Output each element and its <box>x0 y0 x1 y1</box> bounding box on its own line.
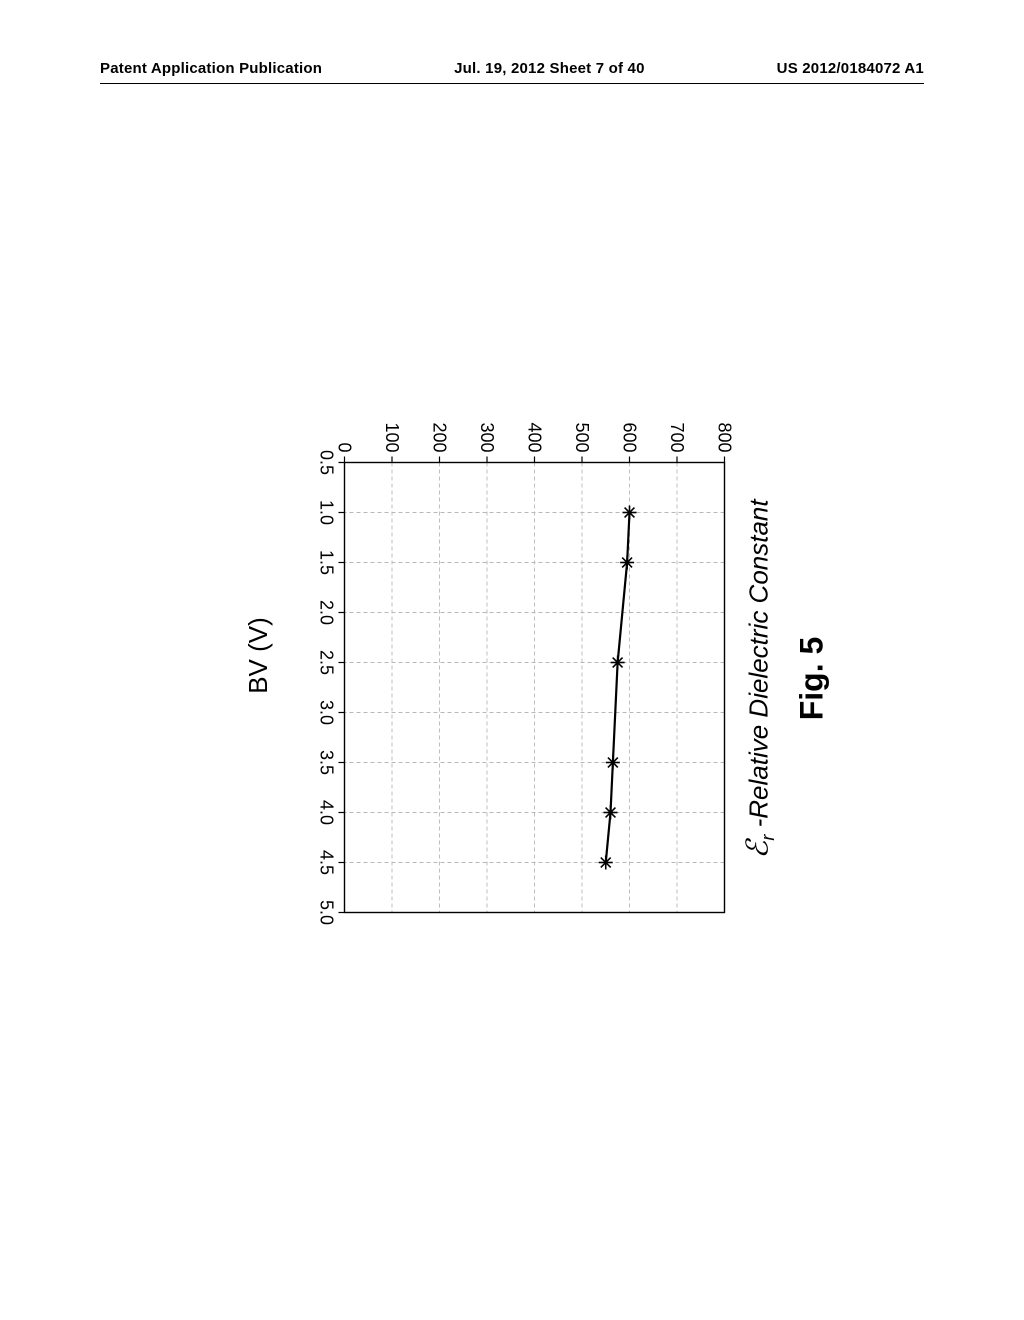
svg-text:100: 100 <box>382 422 402 452</box>
svg-text:0.5: 0.5 <box>317 450 337 475</box>
figure-stage: 0.5 1.0 1.5 2.0 2.5 3.0 3.5 4.0 4.5 5.0 0 100 200 300… <box>0 0 1024 1320</box>
svg-text:600: 600 <box>620 422 640 452</box>
svg-text:1.5: 1.5 <box>317 550 337 575</box>
plot-container: 0.5 1.0 1.5 2.0 2.5 3.0 3.5 4.0 4.5 5.0 0 100 200 300… <box>290 393 735 928</box>
svg-text:300: 300 <box>477 422 497 452</box>
svg-text:1.0: 1.0 <box>317 500 337 525</box>
svg-text:2.5: 2.5 <box>317 650 337 675</box>
svg-text:700: 700 <box>667 422 687 452</box>
x-axis-label: ℰr -Relative Dielectric Constant <box>741 499 779 858</box>
line-chart: 0.5 1.0 1.5 2.0 2.5 3.0 3.5 4.0 4.5 5.0 0 100 200 300… <box>290 393 735 928</box>
svg-text:3.5: 3.5 <box>317 750 337 775</box>
svg-text:500: 500 <box>572 422 592 452</box>
y-axis-label: BV (V) <box>243 617 274 694</box>
figure-label: Fig. 5 <box>793 637 830 721</box>
svg-text:0: 0 <box>335 442 355 452</box>
svg-text:5.0: 5.0 <box>317 900 337 925</box>
svg-text:2.0: 2.0 <box>317 600 337 625</box>
svg-text:4.0: 4.0 <box>317 800 337 825</box>
svg-text:4.5: 4.5 <box>317 850 337 875</box>
svg-text:800: 800 <box>715 422 735 452</box>
svg-text:200: 200 <box>430 422 450 452</box>
svg-text:3.0: 3.0 <box>317 700 337 725</box>
svg-text:400: 400 <box>525 422 545 452</box>
